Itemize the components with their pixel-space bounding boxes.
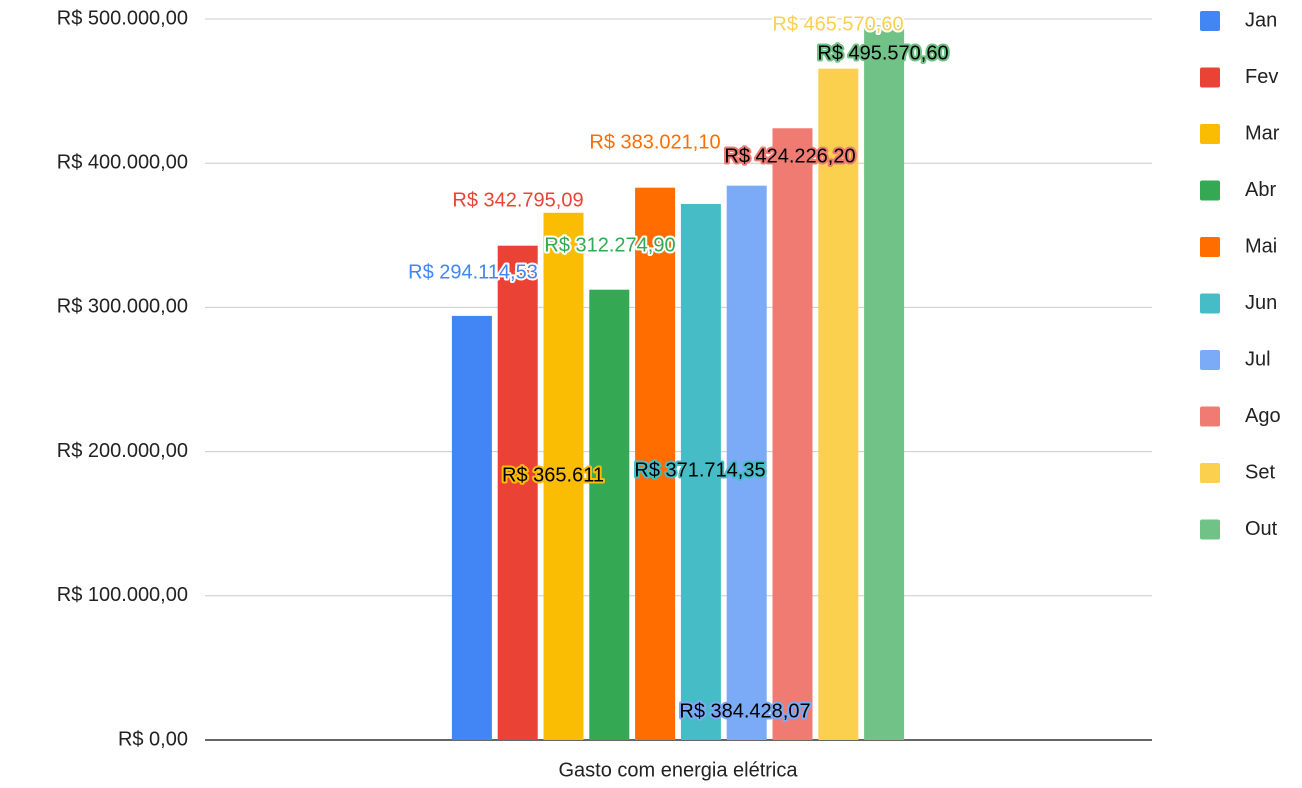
data-label: R$ 424.226,20 [724, 145, 855, 167]
y-tick-label: R$ 300.000,00 [57, 296, 188, 318]
legend-label: Mai [1245, 235, 1277, 257]
y-tick-label: R$ 200.000,00 [57, 440, 188, 462]
data-label: R$ 371.714,35 [634, 459, 765, 481]
bar [726, 185, 767, 740]
data-label: R$ 465.570,60 [772, 13, 903, 35]
bar [680, 203, 721, 740]
legend-label: Ago [1245, 405, 1281, 427]
legend-swatch [1200, 67, 1220, 88]
legend-swatch [1200, 293, 1220, 314]
data-label: R$ 495.570,60 [817, 42, 948, 64]
bar [772, 128, 813, 741]
data-label: R$ 294.114,53 [408, 261, 538, 283]
x-tick-label: Gasto com energia elétrica [558, 759, 798, 781]
bar [497, 245, 538, 740]
y-tick-label: R$ 0,00 [118, 728, 188, 750]
data-label: R$ 312.274,90 [544, 234, 675, 256]
legend-swatch [1200, 350, 1220, 370]
legend-swatch [1200, 11, 1220, 31]
bar [543, 212, 584, 740]
bar [589, 289, 630, 740]
legend-swatch [1200, 237, 1220, 257]
bar [818, 68, 859, 740]
legend-label: Jan [1245, 9, 1277, 31]
data-label: R$ 342.795,09 [452, 189, 583, 211]
legend-label: Set [1245, 461, 1275, 483]
legend-swatch [1200, 124, 1220, 144]
y-tick-label: R$ 500.000,00 [57, 7, 188, 29]
legend-swatch [1200, 180, 1220, 201]
legend-label: Fev [1245, 66, 1278, 88]
bar [635, 187, 676, 740]
legend-swatch [1200, 406, 1220, 427]
y-tick-label: R$ 100.000,00 [57, 584, 188, 606]
legend-swatch [1200, 519, 1220, 540]
bar [451, 315, 492, 740]
legend-label: Mar [1245, 122, 1280, 144]
legend-label: Abr [1245, 179, 1276, 201]
legend-label: Jun [1245, 292, 1277, 314]
legend-label: Jul [1245, 348, 1271, 370]
y-tick-label: R$ 400.000,00 [57, 151, 188, 173]
bar [864, 25, 905, 740]
legend-swatch [1200, 463, 1220, 483]
legend-label: Out [1245, 518, 1278, 540]
data-label: R$ 384.428,07 [679, 700, 810, 722]
data-label: R$ 365.611 [502, 464, 604, 486]
data-label: R$ 383.021,10 [589, 131, 720, 153]
